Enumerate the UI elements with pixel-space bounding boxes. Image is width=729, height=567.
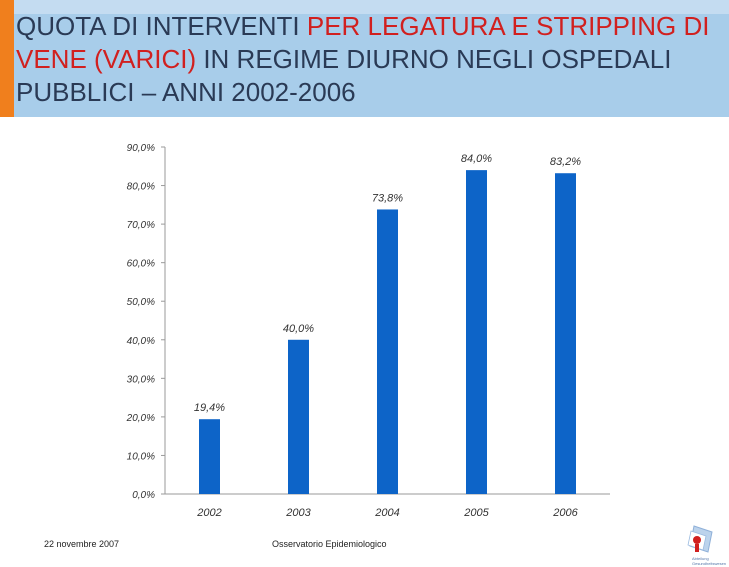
y-tick-label: 50,0% [127,297,155,308]
data-label-2006: 83,2% [550,156,581,168]
footer-organization: Osservatorio Epidemiologico [272,539,387,549]
y-tick-label: 60,0% [127,259,155,270]
bar-2006 [555,173,576,494]
logo-caption: Abteilung Gesundheitswesen [692,556,727,566]
bar-2002 [199,419,220,494]
health-department-logo [687,525,713,553]
y-tick-label: 90,0% [127,143,155,154]
data-label-2002: 19,4% [194,402,225,414]
title-accent-stripe [0,0,14,117]
bar-chart: 0,0% 10,0% 20,0% 30,0% 40,0% 50,0% 60,0% 70,0% 8… [126,143,610,519]
x-tick-label: 2005 [463,507,489,519]
bar-2005 [466,170,487,494]
bar-2004 [377,209,398,494]
x-tick-label: 2002 [196,507,221,519]
y-tick-label: 70,0% [127,220,155,231]
bar-2003 [288,339,309,494]
x-tick-label: 2006 [552,507,578,519]
data-label-2003: 40,0% [283,323,314,335]
title-bar [0,0,729,117]
y-tick-label: 80,0% [127,182,155,193]
x-tick-label: 2003 [285,507,311,519]
x-tick-label: 2004 [374,507,399,519]
title-top-strip [14,0,729,14]
y-tick-label: 20,0% [126,413,155,424]
title-part-3: IN REGIME DIURNO NEGLI OSPEDALI PUBBLICI… [16,44,672,107]
title-part-highlight: PER LEGATURA E STRIPPING DI VENE (VARICI… [16,11,710,74]
title-part-1: QUOTA DI INTERVENTI [16,11,307,41]
y-tick-label: 40,0% [127,336,155,347]
data-label-2004: 73,8% [372,192,403,204]
data-label-2005: 84,0% [461,153,492,165]
slide-title: QUOTA DI INTERVENTI PER LEGATURA E STRIP… [16,10,728,109]
y-tick-label: 0,0% [132,490,155,501]
footer-date: 22 novembre 2007 [44,539,120,549]
y-tick-label: 10,0% [127,451,155,462]
y-tick-label: 30,0% [127,374,155,385]
